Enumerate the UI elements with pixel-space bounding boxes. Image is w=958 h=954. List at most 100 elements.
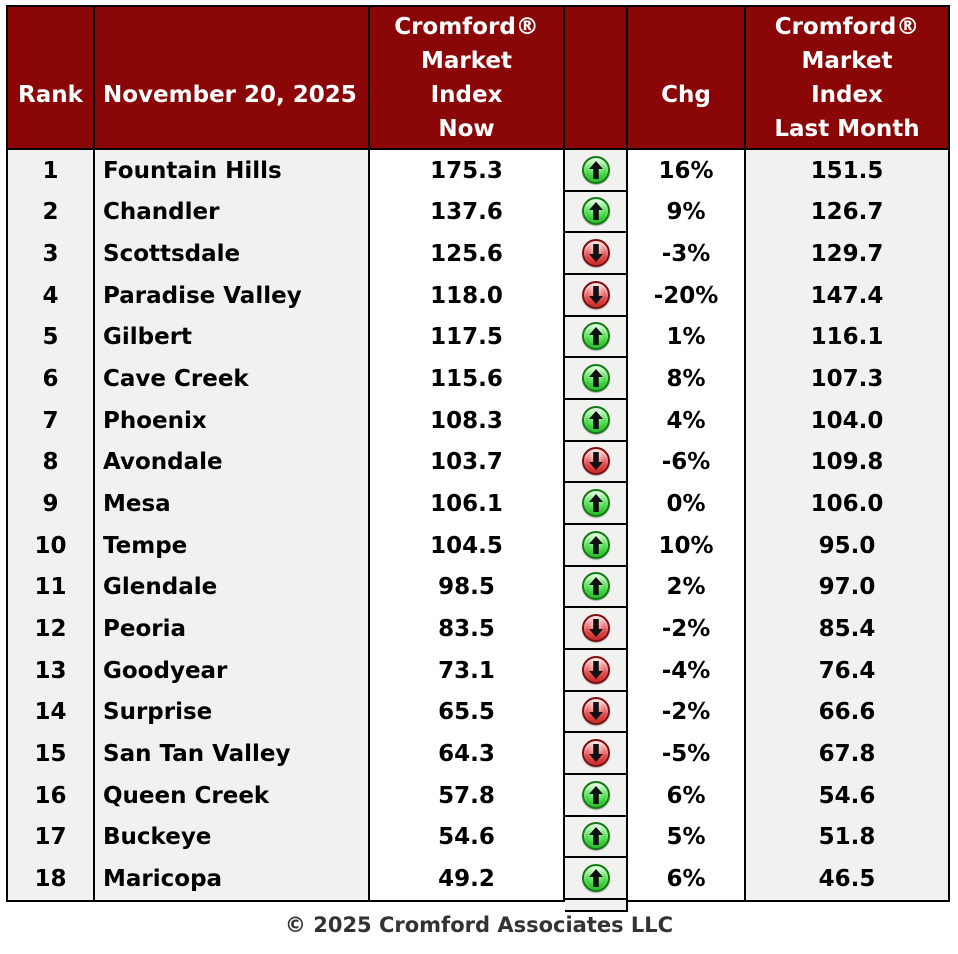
header-chg: Chg [628,7,746,148]
chg-cell: -5% [661,741,711,768]
city-cell: Surprise [103,699,213,726]
up-arrow-icon [581,864,610,893]
index-now-cell: 118.0 [430,282,503,309]
chg-cell: 6% [666,782,706,809]
down-arrow-icon [581,655,610,684]
index-now-cell: 108.3 [430,407,503,434]
header-index-now-line2: Market [420,47,513,74]
up-arrow-icon [581,822,610,851]
rank-cell: 10 [34,532,67,559]
city-cell: Fountain Hills [103,157,282,184]
up-arrow-icon [581,489,610,518]
header-date-label: November 20, 2025 [103,82,357,108]
index-last-cell: 104.0 [810,407,884,434]
city-cell: Scottsdale [103,241,241,268]
index-now-column: 175.3 137.6 125.6 118.0 117.5 115.6 108.3 103.7… [370,150,565,900]
trend-cell [565,523,626,567]
trend-cell [565,231,626,275]
trend-cell [565,273,626,317]
up-arrow-icon [581,572,610,601]
header-index-last-line4: Last Month [774,115,920,142]
trend-cell [565,150,626,192]
index-last-cell: 66.6 [818,699,876,726]
chg-cell: -6% [661,449,711,476]
rank-cell: 6 [42,366,59,393]
header-chg-label: Chg [661,82,711,108]
index-now-cell: 106.1 [430,491,503,518]
trend-cell [565,773,626,817]
index-last-cell: 129.7 [810,241,884,268]
city-column: Fountain Hills Chandler Scottsdale Paradise… [95,150,370,900]
index-now-cell: 57.8 [438,782,495,809]
trend-cell [565,398,626,442]
index-last-cell: 126.7 [810,199,884,226]
index-last-column: 151.5 126.7 129.7 147.4 116.1 107.3 104.0 109.8… [746,150,948,900]
table-body: 1 2 3 4 5 6 7 8 9 10 11 12 13 14 15 16 17 18 Fountain Hil… [8,150,948,912]
chg-column: 16% 9% -3% -20% 1% 8% 4% -6% 0% 10% 2% -2% -4% -2% -5%… [628,150,746,900]
index-last-cell: 97.0 [818,574,876,601]
table-header-row: Rank November 20, 2025 Cromford® Market … [8,7,948,150]
up-arrow-icon [581,322,610,351]
city-cell: Gilbert [103,324,193,351]
index-last-cell: 76.4 [818,657,876,684]
index-now-cell: 175.3 [430,157,503,184]
rank-cell: 4 [42,282,59,309]
index-now-cell: 49.2 [438,866,495,893]
header-index-last-line1: Cromford® [774,13,920,40]
index-now-cell: 103.7 [430,449,503,476]
trend-cell [565,648,626,692]
header-index-now: Cromford® Market Index Now [370,7,565,148]
index-last-cell: 54.6 [818,782,876,809]
header-index-last-line2: Market [801,47,893,74]
index-last-cell: 85.4 [818,616,876,643]
trend-cell [565,731,626,775]
rank-cell: 8 [42,449,59,476]
city-cell: Goodyear [103,657,228,684]
index-now-cell: 98.5 [438,574,495,601]
index-last-cell: 95.0 [818,532,876,559]
trend-cell [565,481,626,525]
rank-cell: 7 [42,407,59,434]
up-arrow-icon [581,530,610,559]
index-last-cell: 106.0 [810,491,884,518]
index-last-cell: 67.8 [818,741,876,768]
chg-cell: -20% [653,282,719,309]
rank-cell: 12 [34,616,67,643]
header-rank: Rank [8,7,95,148]
index-now-cell: 117.5 [430,324,503,351]
header-index-last-line3: Index [811,81,883,108]
header-index-now-line4: Now [438,115,495,142]
rank-cell: 16 [34,782,67,809]
chg-cell: 9% [666,199,706,226]
rank-cell: 18 [34,866,67,893]
city-cell: Glendale [103,574,218,601]
rank-cell: 1 [42,157,59,184]
rank-cell: 3 [42,241,59,268]
city-cell: Avondale [103,449,223,476]
chg-cell: -3% [661,241,711,268]
header-date: November 20, 2025 [95,7,370,148]
index-last-cell: 147.4 [810,282,884,309]
rank-cell: 11 [34,574,67,601]
cromford-market-index-table: Rank November 20, 2025 Cromford® Market … [6,5,950,912]
index-now-cell: 54.6 [438,824,495,851]
rank-cell: 5 [42,324,59,351]
index-now-cell: 64.3 [438,741,495,768]
trend-cell [565,564,626,609]
index-now-cell: 73.1 [438,657,495,684]
header-rank-label: Rank [18,82,83,108]
header-index-now-line3: Index [430,81,503,108]
city-cell: Peoria [103,616,187,643]
chg-cell: 6% [666,866,706,893]
chg-cell: 1% [666,324,706,351]
trend-column-overflow-stub [565,900,628,912]
trend-cell [565,814,626,859]
rank-cell: 13 [34,657,67,684]
city-cell: Phoenix [103,407,207,434]
city-cell: Paradise Valley [103,282,302,309]
chg-cell: 5% [666,824,706,851]
index-now-cell: 115.6 [430,366,503,393]
trend-cell [565,856,626,900]
up-arrow-icon [581,405,610,434]
header-trend-spacer [565,7,628,148]
